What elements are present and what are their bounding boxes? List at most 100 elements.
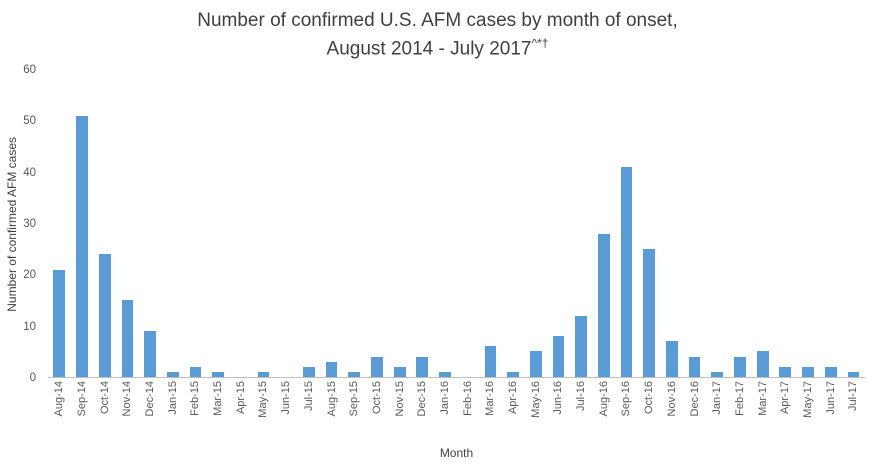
y-tick-label: 0	[29, 372, 36, 384]
bar-column	[116, 70, 139, 377]
x-tick-column: Feb-17	[729, 381, 752, 441]
bar-column	[615, 70, 638, 377]
x-tick-column: Nov-14	[116, 381, 139, 441]
x-tick-column: Apr-15	[230, 381, 253, 441]
bar	[529, 351, 542, 377]
x-tick-label: Apr-17	[779, 381, 792, 415]
bar-column	[729, 70, 752, 377]
bar	[393, 366, 406, 377]
bar	[507, 371, 519, 377]
x-tick-column: Sep-15	[343, 381, 366, 441]
x-tick-label: Jan-17	[711, 381, 724, 415]
bar	[325, 361, 338, 377]
bar-column	[661, 70, 684, 377]
bar-column	[366, 70, 389, 377]
bar-column	[320, 70, 343, 377]
x-tick-column: May-17	[797, 381, 820, 441]
bar-column	[547, 70, 570, 377]
x-tick-label: Apr-15	[234, 381, 247, 415]
bar-column	[298, 70, 321, 377]
bar	[439, 371, 451, 377]
x-tick-column: Aug-14	[48, 381, 71, 441]
x-tick-column: Dec-16	[683, 381, 706, 441]
bar-column	[252, 70, 275, 377]
bar	[620, 167, 633, 377]
bar-column	[456, 70, 479, 377]
bar	[416, 356, 429, 377]
bar	[348, 371, 361, 377]
x-tick-column: Oct-15	[366, 381, 389, 441]
bar-column	[638, 70, 661, 377]
bar	[144, 330, 156, 377]
bar	[189, 366, 202, 377]
x-tick-label: Dec-16	[688, 381, 701, 417]
bar-column	[139, 70, 162, 377]
x-tick-column: Dec-15	[411, 381, 434, 441]
x-tick-column: Jun-16	[547, 381, 570, 441]
x-tick-label: Jul-16	[575, 381, 588, 411]
x-tick-label: Jun-15	[280, 381, 293, 415]
bar	[711, 371, 724, 377]
bar-column	[751, 70, 774, 377]
chart-title: Number of confirmed U.S. AFM cases by mo…	[0, 7, 875, 62]
x-tick-column: Apr-17	[774, 381, 797, 441]
x-tick-label: Jan-15	[166, 381, 179, 415]
bar-column	[797, 70, 820, 377]
bar-column	[683, 70, 706, 377]
x-axis-labels: Aug-14 Sep-14 Oct-14 Nov-14 Dec-14 Jan-15 Feb-…	[48, 381, 865, 441]
x-tick-label: Oct-15	[370, 381, 383, 415]
bar-column	[388, 70, 411, 377]
bar	[166, 371, 179, 377]
bar-column	[842, 70, 865, 377]
x-tick-column: Jan-15	[161, 381, 184, 441]
x-tick-label: Jan-16	[438, 381, 451, 415]
x-tick-label: Feb-15	[189, 381, 202, 416]
bar	[824, 366, 837, 377]
x-tick-column: Aug-16	[593, 381, 616, 441]
x-tick-label: Aug-16	[597, 381, 610, 417]
x-tick-column: Mar-16	[479, 381, 502, 441]
bar	[779, 366, 792, 377]
x-tick-label: Apr-16	[507, 381, 520, 415]
bar-column	[71, 70, 94, 377]
x-tick-label: Mar-15	[212, 381, 225, 416]
bar	[756, 351, 769, 377]
bar-column	[570, 70, 593, 377]
bar-column	[230, 70, 253, 377]
x-tick-label: Nov-14	[121, 381, 134, 417]
bar-column	[48, 70, 71, 377]
x-tick-column: Feb-16	[456, 381, 479, 441]
x-tick-label: Dec-14	[144, 381, 157, 417]
x-tick-label: Oct-16	[643, 381, 656, 415]
x-tick-label: Feb-16	[461, 381, 474, 416]
bar	[597, 233, 610, 377]
bar	[484, 346, 497, 377]
bar-column	[479, 70, 502, 377]
x-tick-column: Jul-16	[570, 381, 593, 441]
x-tick-column: Oct-16	[638, 381, 661, 441]
x-tick-column: Jan-17	[706, 381, 729, 441]
x-tick-column: May-16	[524, 381, 547, 441]
x-tick-label: Sep-16	[620, 381, 633, 417]
y-tick-label: 20	[23, 269, 36, 282]
x-tick-column: Nov-16	[661, 381, 684, 441]
x-tick-column: Mar-15	[207, 381, 230, 441]
x-tick-label: Nov-15	[393, 381, 406, 417]
x-tick-label: May-15	[257, 381, 270, 418]
x-tick-column: Jun-15	[275, 381, 298, 441]
y-tick-label: 40	[23, 166, 36, 179]
x-tick-label: Aug-15	[325, 381, 338, 417]
bar	[98, 254, 111, 377]
x-tick-label: May-16	[529, 381, 542, 418]
bar-column	[706, 70, 729, 377]
x-tick-label: Nov-16	[665, 381, 678, 417]
x-tick-label: Aug-14	[53, 381, 66, 417]
x-tick-label: Sep-14	[75, 381, 88, 417]
x-tick-label: Jun-16	[552, 381, 565, 415]
x-tick-column: Dec-14	[139, 381, 162, 441]
x-tick-label: May-17	[801, 381, 814, 418]
bar-column	[184, 70, 207, 377]
x-tick-label: Mar-17	[756, 381, 769, 416]
y-tick-label: 30	[23, 218, 36, 230]
